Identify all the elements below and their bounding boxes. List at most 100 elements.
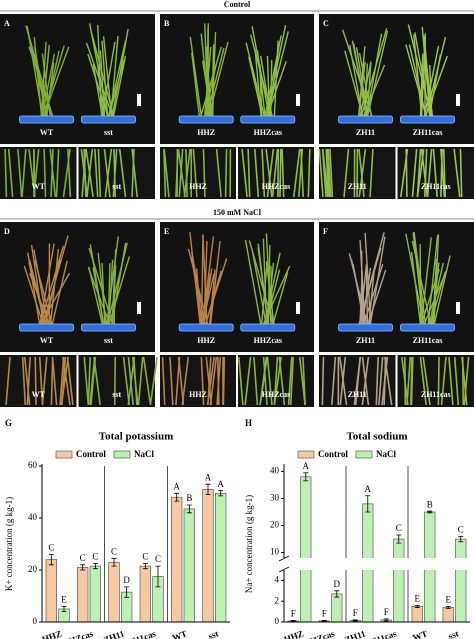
leaf (205, 46, 213, 119)
error-bar (458, 535, 464, 543)
leaf (440, 148, 446, 198)
leaf (270, 60, 273, 119)
leaf (92, 64, 104, 119)
plant-label: HHZ (197, 128, 215, 137)
leaf (55, 148, 60, 198)
tray (400, 115, 455, 124)
error-bar (174, 492, 180, 502)
significance-letter: D (334, 579, 341, 589)
leaf (422, 356, 431, 406)
leaf (110, 242, 127, 327)
y-axis-label: Na+ concentration (g kg-1) (244, 495, 254, 593)
leaf (66, 356, 74, 406)
panel-label: H (245, 418, 252, 428)
leaf (4, 148, 8, 198)
leaf (267, 244, 271, 327)
leaf (289, 356, 294, 406)
plant-label: HHZ (197, 336, 215, 345)
bar (215, 492, 227, 623)
y-tick-label: 30 (270, 493, 280, 503)
plant-label: HHZcas (254, 336, 282, 345)
plant-label: ZH11cas (413, 128, 443, 137)
scale-bar (296, 302, 300, 314)
leaf (321, 356, 325, 406)
leaf (191, 52, 201, 119)
closeup-label: sst (112, 390, 121, 399)
x-tick-label: ZH11 (102, 628, 126, 639)
leaf (34, 260, 54, 327)
leaf (137, 356, 144, 406)
leaf (355, 47, 369, 119)
bar (77, 567, 89, 623)
leaf (17, 148, 23, 198)
leaf (331, 356, 337, 406)
x-tick-label: WT (411, 628, 429, 639)
leaf (352, 263, 366, 327)
leaf (411, 240, 432, 327)
leaf (207, 41, 229, 119)
leaf (178, 148, 184, 198)
plant-label: ZH11 (356, 336, 375, 345)
significance-letter: C (48, 542, 54, 552)
section-title: 150 mM NaCl (213, 208, 262, 217)
significance-letter: F (384, 607, 389, 617)
leaf (61, 356, 67, 406)
photo (319, 14, 474, 144)
leaf (177, 356, 185, 406)
leaf (359, 61, 372, 119)
leaf (419, 53, 424, 119)
leaf (361, 356, 370, 406)
leaf (38, 356, 44, 406)
leaf (241, 148, 248, 198)
x-tick-label: HHZcas (302, 628, 336, 639)
leaf (169, 356, 174, 406)
tray (19, 115, 74, 124)
leaf (40, 41, 47, 119)
y-tick-label: 20 (270, 520, 280, 530)
error-bar (155, 565, 161, 588)
significance-letter: A (205, 472, 212, 482)
legend-swatch (113, 450, 131, 459)
leaf (448, 356, 454, 406)
leaf (292, 148, 301, 198)
significance-letter: E (414, 593, 420, 603)
significance-letter: C (396, 523, 402, 533)
leaf (103, 148, 111, 198)
tray (400, 323, 455, 332)
leaf (149, 356, 158, 406)
leaf (41, 356, 48, 406)
leaf (459, 148, 463, 198)
leaf (271, 148, 279, 198)
leaf (21, 356, 27, 406)
photo (160, 14, 314, 144)
leaf (122, 356, 131, 406)
leaf (111, 249, 117, 327)
leaf (40, 51, 50, 119)
leaf (208, 269, 216, 327)
error-bar (321, 620, 327, 622)
error-bar (111, 557, 117, 567)
leaf (199, 46, 223, 119)
x-tick-label: WT (171, 628, 189, 639)
bar (89, 565, 101, 623)
significance-letter: C (142, 552, 148, 562)
leaf (463, 356, 470, 406)
bar (202, 489, 214, 623)
leaf (209, 241, 221, 327)
significance-letter: F (353, 608, 358, 618)
scale-bar (456, 302, 460, 314)
leaf (27, 252, 41, 327)
leaf (42, 45, 65, 119)
plant-label: sst (104, 128, 113, 137)
significance-letter: A (217, 479, 224, 489)
panel-letter: E (164, 227, 169, 236)
leaf (244, 239, 262, 327)
leaf (245, 42, 266, 119)
y-tick-label: 20 (28, 564, 38, 574)
x-tick-label: ZH11cas (122, 628, 157, 639)
closeup-label: WT (32, 182, 46, 191)
leaf (33, 148, 36, 198)
leaf (424, 55, 448, 119)
leaf (203, 23, 210, 119)
leaf (189, 232, 202, 327)
